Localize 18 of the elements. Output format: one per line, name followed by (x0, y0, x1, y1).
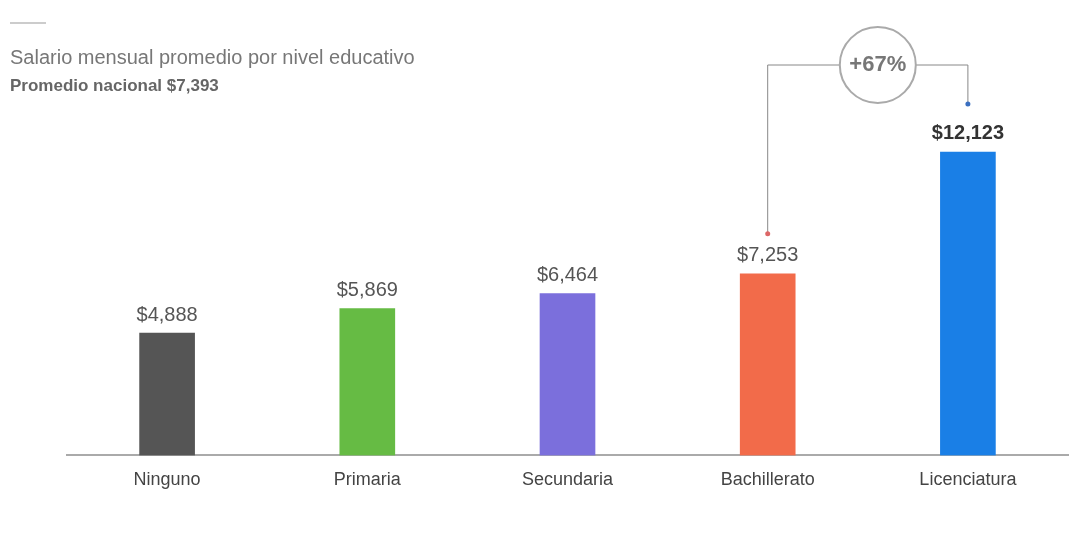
data-label: $7,253 (737, 243, 799, 266)
bar (339, 308, 396, 456)
chart-subtitle: Promedio nacional $7,393 (10, 76, 219, 96)
x-tick-label: Licenciatura (919, 469, 1018, 490)
data-label: $6,464 (536, 263, 599, 286)
x-tick-label: Secundaria (521, 469, 615, 490)
data-label: $12,123 (931, 121, 1005, 144)
x-tick-label: Bachillerato (720, 469, 815, 490)
bar (539, 293, 596, 456)
data-label: $5,869 (336, 278, 398, 301)
data-label: $4,888 (136, 302, 198, 325)
x-tick-label: Ninguno (133, 469, 201, 490)
text: +67% (849, 51, 907, 77)
bar (940, 151, 996, 456)
bar (139, 332, 195, 456)
bar (739, 273, 796, 456)
x-tick-label: Primaria (333, 469, 402, 490)
chart-title: Salario mensual promedio por nivel educativo (10, 46, 415, 69)
